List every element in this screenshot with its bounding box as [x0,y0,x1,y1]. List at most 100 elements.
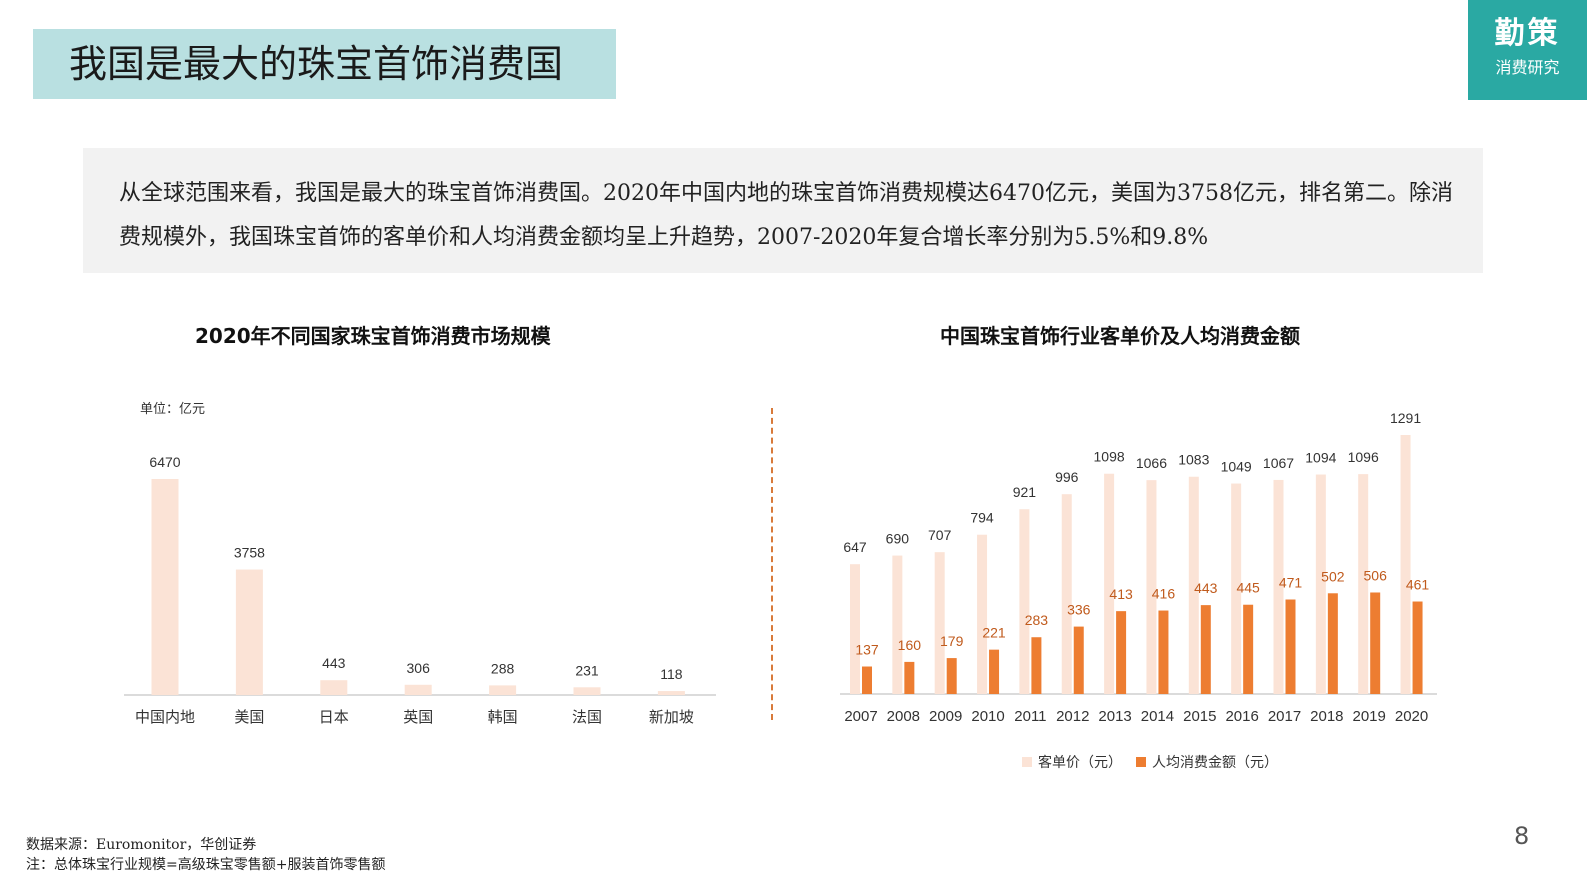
chart2-data-label-per-capita: 336 [1067,602,1091,618]
chart2-year-label: 2016 [1225,708,1258,725]
chart1-data-label: 118 [660,666,683,682]
chart1-bar [573,687,601,695]
chart2-year-label: 2018 [1310,708,1343,725]
chart1-bar [657,691,685,695]
chart2-data-label-per-capita: 502 [1321,568,1345,584]
chart2-year-label: 2014 [1141,708,1174,725]
chart1-data-label: 443 [322,655,346,671]
chart1-category-label: 新加坡 [649,708,694,726]
chart2-year-label: 2009 [929,708,962,725]
title-banner: 我国是最大的珠宝首饰消费国 [33,29,616,99]
chart2-data-label-unit-price: 1066 [1136,455,1167,471]
chart2-bar-unit-price [892,555,903,694]
chart2-bar-unit-price [1104,473,1115,694]
chart1-category-label: 日本 [319,708,349,726]
chart2-year-label: 2012 [1056,708,1089,725]
chart2-year-label: 2010 [971,708,1004,725]
chart2-bar-unit-price [1146,480,1157,694]
chart2-data-label-unit-price: 996 [1055,469,1079,485]
chart1-category-label: 韩国 [488,708,518,726]
chart1-data-label: 231 [575,662,599,678]
chart2-bar-per-capita [1243,604,1254,694]
footnote: 注：总体珠宝行业规模=高级珠宝零售额+服装首饰零售额 [26,857,386,873]
chart2-bar-per-capita [1285,599,1296,694]
chart2-data-label-per-capita: 137 [855,642,879,658]
chart2-year-label: 2015 [1183,708,1216,725]
chart2-bar-per-capita [1116,611,1127,694]
chart-divider [771,408,773,720]
legend-item-unit-price: 客单价（元） [1022,752,1122,772]
chart1-bar [320,680,348,695]
chart2-data-label-per-capita: 160 [898,637,922,653]
chart2-bar-per-capita [1200,605,1211,694]
chart2-bar-unit-price [1358,474,1369,694]
chart2-bar-per-capita [946,658,957,694]
chart2-data-label-per-capita: 179 [940,633,964,649]
chart2-bar-unit-price [1019,509,1030,694]
chart1-category-label: 法国 [572,708,602,726]
chart2-bar-unit-price [1188,476,1199,694]
chart2-data-label-unit-price: 1083 [1178,452,1209,468]
chart2-data-label-unit-price: 707 [928,527,952,543]
chart2-data-label-unit-price: 921 [1013,484,1037,500]
chart2-bar-per-capita [862,666,872,694]
legend-label-per-capita: 人均消费金额（元） [1152,755,1278,771]
chart2-data-label-per-capita: 413 [1109,586,1133,602]
chart2-data-label-unit-price: 690 [886,531,910,547]
chart2-data-label-per-capita: 283 [1025,612,1049,628]
legend-swatch-light [1022,757,1032,767]
chart2-bar-per-capita [1073,626,1084,694]
chart2-legend: 客单价（元） 人均消费金额（元） [1022,752,1278,772]
chart1-title: 2020年不同国家珠宝首饰消费市场规模 [195,324,551,348]
chart1-data-label: 288 [491,660,515,676]
chart1-category-label: 中国内地 [135,708,195,726]
chart2-year-label: 2007 [844,708,877,725]
chart2-data-label-unit-price: 647 [843,539,867,555]
chart2-data-label-per-capita: 221 [982,625,1006,641]
chart2-title: 中国珠宝首饰行业客单价及人均消费金额 [940,324,1300,348]
chart1-data-label: 6470 [149,454,180,470]
chart1-data-label: 306 [407,660,431,676]
legend-item-per-capita: 人均消费金额（元） [1136,752,1278,772]
chart2-data-label-per-capita: 443 [1194,580,1218,596]
chart1-bar [235,569,263,695]
brand-logo: 勤策 消费研究 [1468,0,1587,100]
chart2-bar-unit-price [977,534,988,694]
chart2-bar-per-capita [904,661,915,694]
chart2-data-label-unit-price: 1098 [1094,449,1125,465]
chart2-data-label-per-capita: 445 [1236,580,1260,596]
chart2-data-label-unit-price: 794 [970,510,994,526]
chart2-bar-per-capita [1370,592,1381,694]
chart1-unit-label: 单位：亿元 [140,402,206,417]
chart2-data-label-per-capita: 506 [1364,567,1388,583]
chart2-bar-unit-price [1273,479,1284,694]
chart2-data-label-unit-price: 1067 [1263,455,1294,471]
chart1-bar [151,479,179,695]
chart2-year-label: 2020 [1395,708,1428,725]
chart1-category-label: 英国 [403,708,433,726]
chart2-bar-unit-price [1231,483,1242,694]
chart2-data-label-per-capita: 461 [1406,577,1430,593]
chart2-bar-per-capita [1031,637,1042,694]
chart2-bar-per-capita [1158,610,1169,694]
chart1-bar [404,684,432,695]
chart2-data-label-unit-price: 1096 [1348,449,1379,465]
chart2-bar-unit-price [1315,474,1326,694]
chart2-data-label-unit-price: 1291 [1390,410,1421,426]
chart2-year-label: 2017 [1268,708,1301,725]
chart2-year-label: 2019 [1353,708,1386,725]
legend-label-unit-price: 客单价（元） [1038,755,1122,771]
page-number: 8 [1514,822,1530,850]
chart2-bar-unit-price [934,552,945,694]
chart2-data-label-per-capita: 416 [1152,586,1176,602]
chart2-data-label-unit-price: 1094 [1305,450,1336,466]
chart2-bar-unit-price [1061,494,1072,694]
chart1-data-label: 3758 [234,545,265,561]
legend-swatch-dark [1136,757,1146,767]
chart2-year-label: 2008 [887,708,920,725]
chart1-bar [489,685,517,695]
logo-sub-text: 消费研究 [1495,58,1560,77]
summary-text: 从全球范围来看，我国是最大的珠宝首饰消费国。2020年中国内地的珠宝首饰消费规模… [119,181,1453,250]
